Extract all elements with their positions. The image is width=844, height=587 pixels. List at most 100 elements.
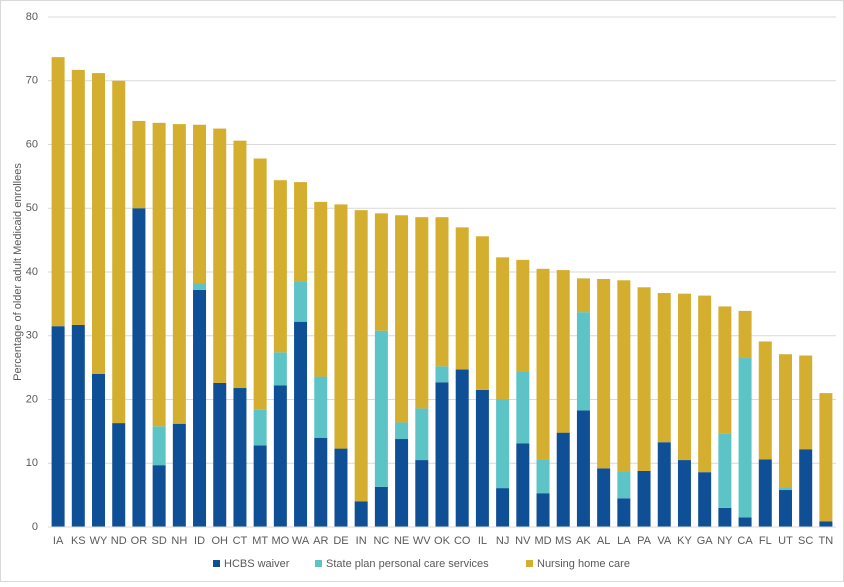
y-tick-label: 50: [26, 202, 38, 214]
bar-segment: [51, 326, 65, 527]
y-tick-label: 10: [26, 457, 38, 469]
y-tick-label: 0: [32, 521, 38, 533]
legend-label: State plan personal care services: [326, 558, 489, 570]
x-tick-label: SC: [798, 535, 813, 547]
legend-swatch: [315, 560, 322, 567]
x-tick-label: NE: [394, 535, 409, 547]
x-tick-label: MO: [271, 535, 289, 547]
bar-segment: [536, 268, 550, 460]
bar-segment: [294, 321, 308, 527]
bar-segment: [273, 385, 287, 527]
bar-segment: [455, 369, 469, 527]
bar-segment: [778, 487, 792, 491]
bar-segment: [92, 374, 106, 527]
bar-segment: [819, 393, 833, 522]
bar-segment: [516, 443, 530, 527]
bar-segment: [799, 355, 813, 450]
bar-segment: [556, 432, 570, 527]
bar-segment: [294, 281, 308, 322]
bar-segment: [314, 437, 328, 527]
x-tick-label: ND: [111, 535, 127, 547]
x-tick-label: SD: [151, 535, 166, 547]
bar-segment: [738, 358, 752, 518]
x-tick-label: TN: [819, 535, 834, 547]
x-tick-label: WA: [292, 535, 310, 547]
x-tick-label: CO: [454, 535, 471, 547]
x-tick-label: KS: [71, 535, 86, 547]
bar-segment: [718, 306, 732, 434]
bar-segment: [758, 341, 772, 460]
bar-segment: [152, 122, 166, 427]
bar-segment: [799, 449, 813, 527]
bar-segment: [718, 433, 732, 508]
x-tick-label: MT: [252, 535, 268, 547]
bar-segment: [334, 448, 348, 527]
x-tick-label: NH: [171, 535, 187, 547]
bar-segment: [778, 354, 792, 488]
x-tick-label: LA: [617, 535, 631, 547]
bar-segment: [576, 278, 590, 313]
bar-segment: [758, 459, 772, 527]
bar-segment: [233, 140, 247, 389]
bar-segment: [597, 468, 611, 527]
bar-segment: [415, 217, 429, 409]
bar-segment: [213, 382, 227, 527]
x-tick-label: NJ: [496, 535, 509, 547]
x-tick-label: IA: [53, 535, 64, 547]
bar-segment: [516, 259, 530, 372]
bar-segment: [294, 182, 308, 282]
bar-segment: [193, 283, 207, 290]
bar-segment: [617, 471, 631, 499]
bar-segment: [536, 493, 550, 527]
legend-label: Nursing home care: [537, 558, 630, 570]
bar-segment: [132, 120, 146, 209]
bar-segment: [576, 410, 590, 527]
bar-segment: [576, 312, 590, 411]
bar-segment: [253, 409, 267, 446]
bar-segment: [374, 330, 388, 487]
bar-segment: [71, 69, 85, 325]
x-tick-label: MD: [534, 535, 551, 547]
y-tick-label: 40: [26, 266, 38, 278]
bar-segment: [395, 422, 409, 440]
y-tick-label: 70: [26, 75, 38, 87]
bar-segment: [657, 442, 671, 527]
bar-segment: [112, 80, 126, 424]
x-tick-label: FL: [759, 535, 772, 547]
bar-segment: [273, 352, 287, 386]
x-tick-label: OK: [434, 535, 451, 547]
x-tick-label: PA: [637, 535, 652, 547]
bar-segment: [617, 498, 631, 527]
bar-segment: [152, 426, 166, 466]
bar-segment: [314, 201, 328, 377]
bar-segment: [516, 371, 530, 444]
x-tick-label: UT: [778, 535, 793, 547]
bar-segment: [193, 124, 207, 284]
bar-segment: [677, 293, 691, 461]
bar-segment: [354, 501, 368, 527]
bar-segment: [253, 445, 267, 527]
bar-segment: [253, 158, 267, 410]
bar-segment: [617, 280, 631, 472]
legend-swatch: [526, 560, 533, 567]
bar-segment: [374, 213, 388, 331]
bar-segment: [334, 204, 348, 449]
bar-segment: [556, 270, 570, 433]
bar-segment: [435, 366, 449, 383]
x-tick-label: OH: [211, 535, 228, 547]
x-tick-label: KY: [677, 535, 692, 547]
bar-segment: [698, 472, 712, 527]
bar-segment: [273, 180, 287, 353]
y-tick-label: 60: [26, 138, 38, 150]
x-tick-label: OR: [131, 535, 148, 547]
bar-segment: [738, 310, 752, 359]
x-tick-label: DE: [333, 535, 348, 547]
bar-segment: [435, 382, 449, 527]
bar-segment: [374, 486, 388, 527]
x-tick-label: NC: [373, 535, 389, 547]
bar-segment: [415, 408, 429, 461]
bar-segment: [536, 459, 550, 494]
bar-segment: [395, 439, 409, 527]
y-tick-label: 30: [26, 330, 38, 342]
bar-segment: [657, 293, 671, 443]
